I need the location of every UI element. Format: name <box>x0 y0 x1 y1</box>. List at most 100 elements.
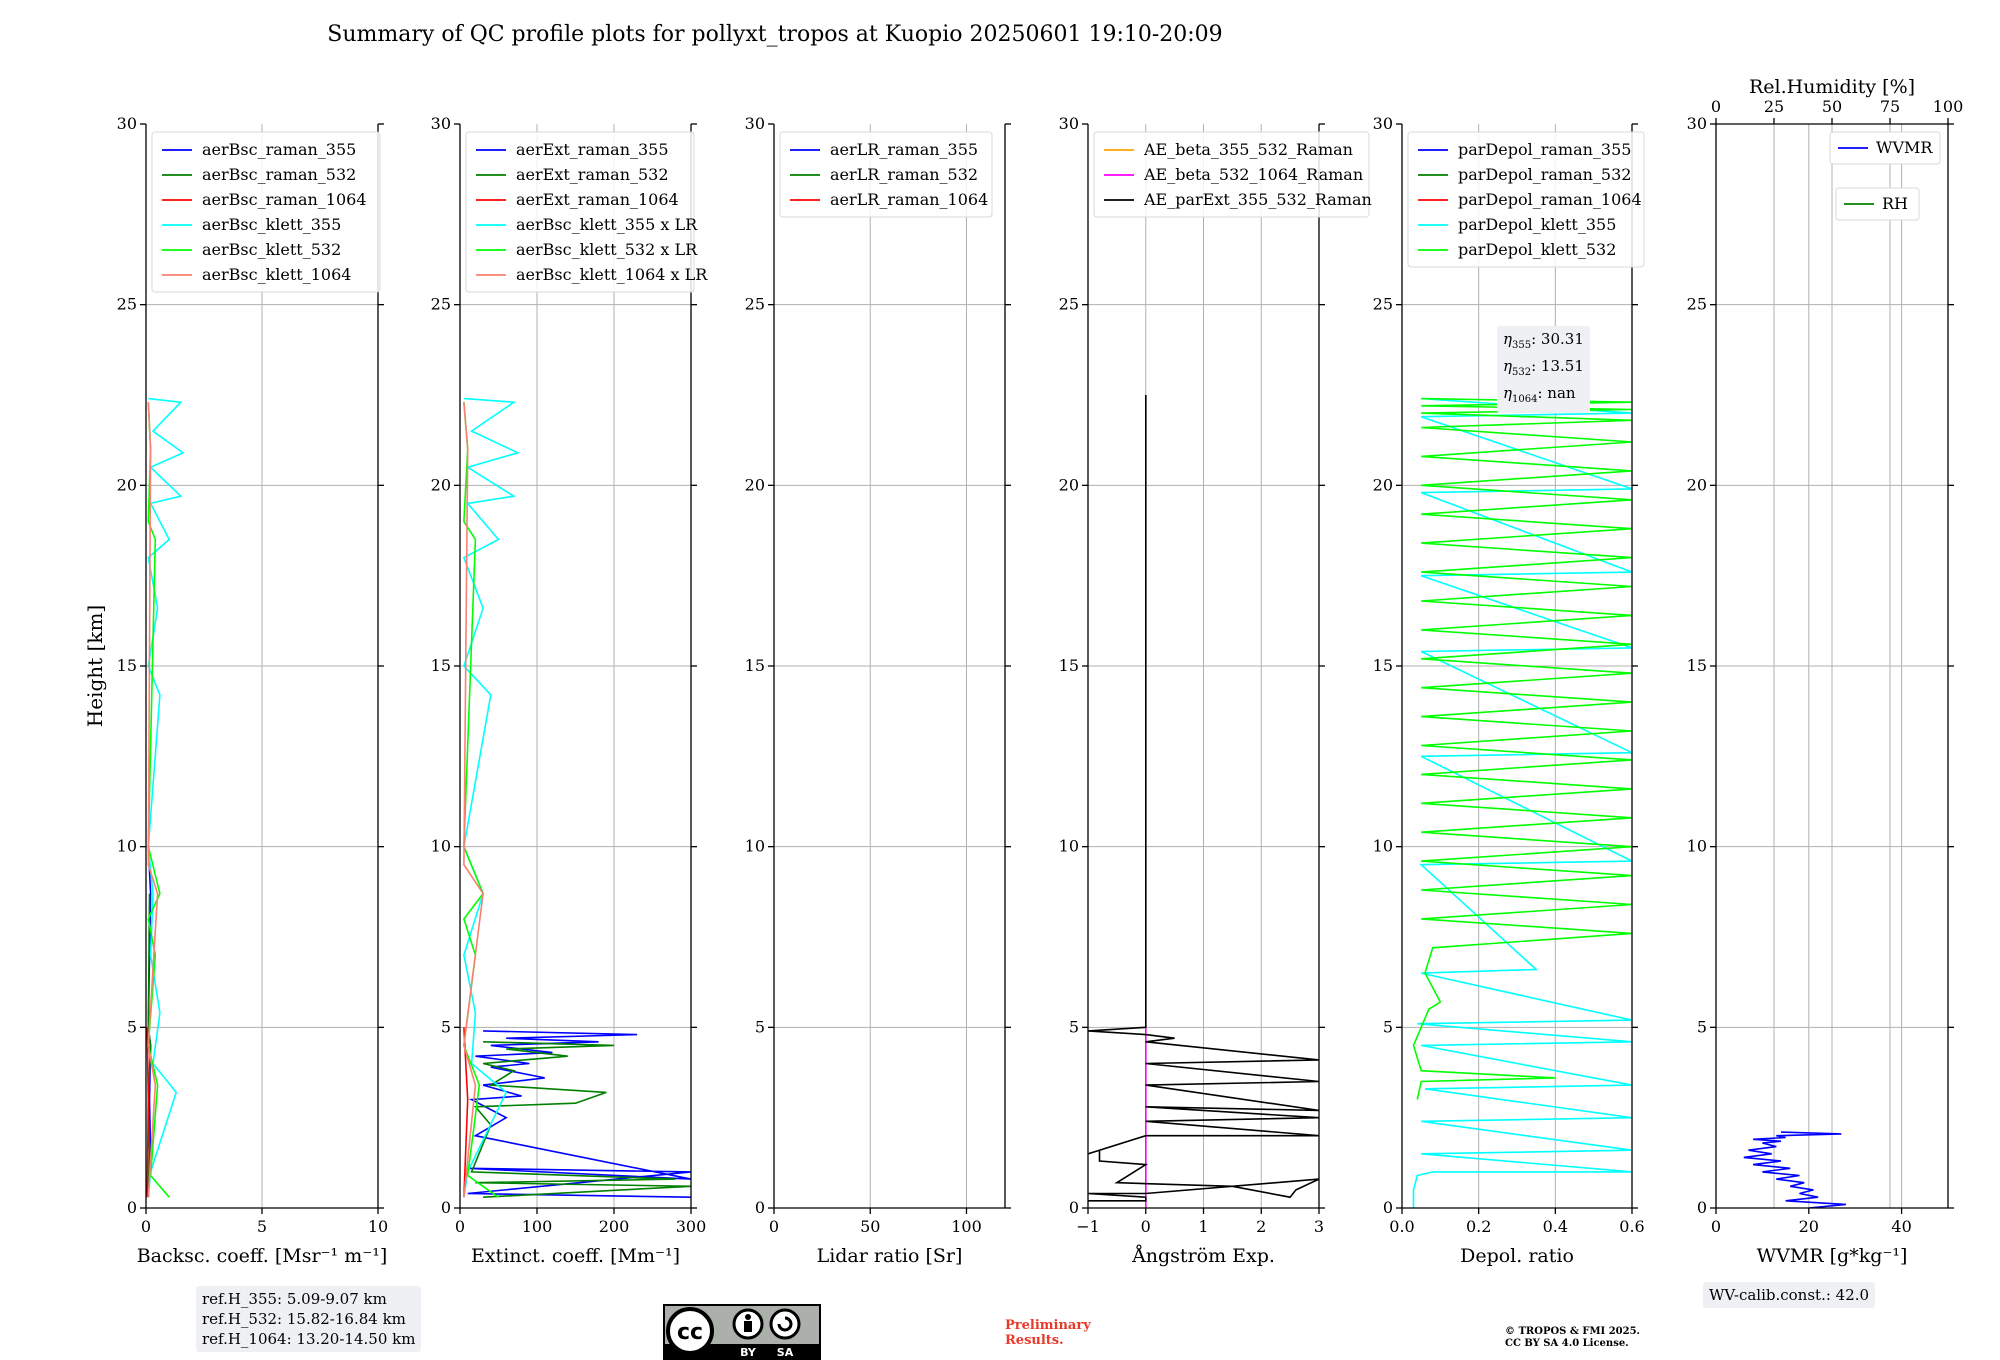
xtick-label: 3 <box>1314 1217 1324 1236</box>
eta-355: η355: 30.31 <box>1503 330 1584 351</box>
xtick-label: 0.2 <box>1466 1217 1491 1236</box>
eta-box: η355: 30.31 η532: 13.51 η1064: nan <box>1497 326 1590 413</box>
copyright-note: © TROPOS & FMI 2025. CC BY SA 4.0 Licens… <box>1505 1326 1640 1350</box>
eta-1064: η1064: nan <box>1503 384 1576 405</box>
ytick-label: 10 <box>745 837 765 856</box>
ytick-label: 25 <box>1687 295 1707 314</box>
ytick-label: 30 <box>431 114 451 133</box>
share-alike-icon <box>777 1316 793 1332</box>
ytick-label: 10 <box>1373 837 1393 856</box>
series-aerBsc_klett_532 <box>147 402 170 1198</box>
x2-axis-label: Rel.Humidity [%] <box>1749 76 1915 98</box>
legend-label: aerLR_raman_532 <box>830 165 978 184</box>
ytick-label: 5 <box>1697 1017 1707 1036</box>
eta-532: η532: 13.51 <box>1503 357 1584 378</box>
ytick-label: 30 <box>1059 114 1079 133</box>
panel-5: 0 5 10 15 20 25 30 0.0 0.2 0.4 0.6 Depol. ratio parD… <box>1373 114 1645 1267</box>
ref-height-1064: ref.H_1064: 13.20-14.50 km <box>202 1330 416 1348</box>
legend-label: aerBsc_raman_1064 <box>202 190 367 209</box>
x2tick-label: 100 <box>1933 97 1964 116</box>
ytick-label: 25 <box>745 295 765 314</box>
eta-532-value: 13.51 <box>1540 357 1584 375</box>
legend-box <box>1407 131 1645 268</box>
legend-box <box>151 131 381 293</box>
legend-box <box>1093 131 1370 218</box>
xtick-label: 0 <box>1141 1217 1151 1236</box>
legend-label: AE_beta_532_1064_Raman <box>1143 165 1363 184</box>
legend-box <box>1829 131 1941 165</box>
person-icon <box>745 1314 751 1320</box>
legend-label: aerExt_raman_355 <box>516 140 669 159</box>
legend-label: aerExt_raman_1064 <box>516 190 679 209</box>
ytick-label: 10 <box>431 837 451 856</box>
ytick-label: 0 <box>1383 1198 1393 1217</box>
legend-label: aerLR_raman_1064 <box>830 190 988 209</box>
figure-title: Summary of QC profile plots for pollyxt_… <box>327 22 1223 47</box>
ytick-label: 5 <box>441 1017 451 1036</box>
ytick-label: 20 <box>1687 475 1707 494</box>
panel-3: 0 5 10 15 20 25 30 0 50 100 Lidar ratio [Sr] aerLR_… <box>745 114 1011 1267</box>
xtick-label: 50 <box>860 1217 880 1236</box>
xtick-label: 5 <box>257 1217 267 1236</box>
ref-height-355: ref.H_355: 5.09-9.07 km <box>202 1290 387 1308</box>
xtick-label: 1 <box>1198 1217 1208 1236</box>
ref-height-532: ref.H_532: 15.82-16.84 km <box>202 1310 406 1328</box>
ytick-label: 0 <box>755 1198 765 1217</box>
ytick-label: 15 <box>117 656 137 675</box>
ytick-label: 5 <box>127 1017 137 1036</box>
preliminary-line1: Preliminary <box>1005 1318 1091 1333</box>
ytick-label: 5 <box>1069 1017 1079 1036</box>
x-axis-label: WVMR [g*kg⁻¹] <box>1757 1245 1908 1267</box>
legend-label: parDepol_raman_1064 <box>1458 190 1642 209</box>
x2tick-label: 50 <box>1822 97 1842 116</box>
xtick-label: 0 <box>455 1217 465 1236</box>
ytick-label: 30 <box>1373 114 1393 133</box>
ytick-label: 15 <box>745 656 765 675</box>
ytick-label: 0 <box>441 1198 451 1217</box>
legend-label: aerBsc_klett_355 x LR <box>516 215 698 234</box>
legend-box <box>779 131 993 218</box>
x2tick-label: 0 <box>1711 97 1721 116</box>
series-aerExt_raman_355 <box>467 1030 691 1198</box>
ytick-label: 5 <box>755 1017 765 1036</box>
ytick-label: 15 <box>1373 656 1393 675</box>
xtick-label: 0.0 <box>1389 1217 1414 1236</box>
xtick-label: 0 <box>141 1217 151 1236</box>
ytick-label: 25 <box>1059 295 1079 314</box>
legend-label: aerBsc_klett_532 x LR <box>516 240 698 259</box>
ytick-label: 20 <box>117 475 137 494</box>
legend-label: aerBsc_raman_532 <box>202 165 356 184</box>
wv-calib-box: WV-calib.const.: 42.0 <box>1703 1282 1876 1308</box>
eta-1064-value: nan <box>1547 384 1576 402</box>
ref-heights-box: ref.H_355: 5.09-9.07 km ref.H_532: 15.82… <box>196 1286 422 1352</box>
series-aerExt_raman_532 <box>470 1041 691 1198</box>
x-axis-label: Ångström Exp. <box>1131 1245 1275 1267</box>
ytick-label: 25 <box>1373 295 1393 314</box>
xtick-label: 200 <box>599 1217 630 1236</box>
ytick-label: 15 <box>1059 656 1079 675</box>
x2tick-label: 25 <box>1764 97 1784 116</box>
ytick-label: 10 <box>1059 837 1079 856</box>
legend-label: aerLR_raman_355 <box>830 140 978 159</box>
legend-label: RH <box>1882 194 1908 213</box>
ytick-label: 30 <box>117 114 137 133</box>
ytick-label: 20 <box>745 475 765 494</box>
panel-1: 0 5 10 15 20 25 30 0 5 10 Backsc. coeff. [Msr⁻¹ m⁻… <box>117 114 389 1267</box>
ytick-label: 25 <box>431 295 451 314</box>
series-aerBsc_raman_532 <box>147 893 152 1198</box>
legend-label: AE_parExt_355_532_Raman <box>1143 190 1372 209</box>
ytick-label: 0 <box>1697 1198 1707 1217</box>
series-aerBsc_klett_355 x LR <box>462 397 521 1198</box>
eta-355-value: 30.31 <box>1540 330 1584 348</box>
ytick-label: 15 <box>431 656 451 675</box>
by-text: BY <box>740 1346 757 1359</box>
x-axis-label: Lidar ratio [Sr] <box>817 1245 963 1267</box>
series-AE_parExt_355_532_Raman <box>1088 395 1319 1202</box>
legend-box <box>1835 187 1920 221</box>
x-axis-label: Backsc. coeff. [Msr⁻¹ m⁻¹] <box>137 1245 388 1267</box>
xtick-label: 40 <box>1891 1217 1911 1236</box>
xtick-label: 20 <box>1799 1217 1819 1236</box>
